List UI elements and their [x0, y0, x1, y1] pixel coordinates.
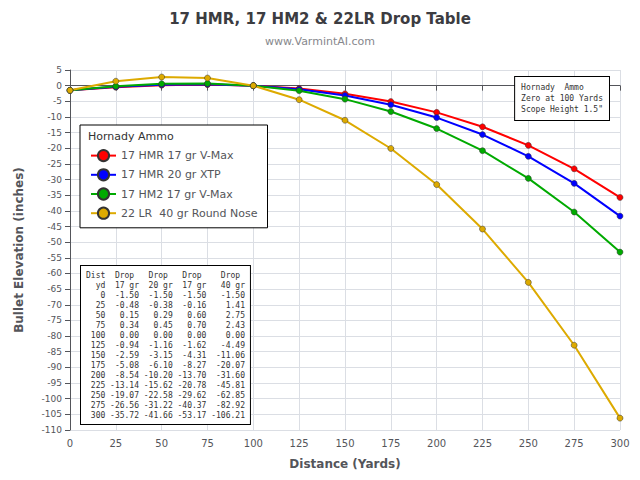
svg-text:-95: -95 — [47, 378, 62, 388]
svg-text:50: 50 — [155, 438, 168, 449]
svg-text:17 HMR 20 gr XTP: 17 HMR 20 gr XTP — [121, 168, 221, 181]
svg-text:Dist Drop Drop Drop Dr: Dist Drop Drop Drop Drop — [86, 271, 240, 280]
svg-text:250: 250 — [519, 438, 538, 449]
svg-text:17 HMR 17 gr V-Max: 17 HMR 17 gr V-Max — [121, 149, 234, 162]
svg-text:yd 17 gr 20 gr 17 gr 40 g: yd 17 gr 20 gr 17 gr 40 gr — [86, 281, 245, 290]
svg-text:-90: -90 — [47, 362, 62, 372]
svg-text:www.VarmintAI.com: www.VarmintAI.com — [265, 35, 375, 48]
svg-text:17 HM2 17 gr V-Max: 17 HM2 17 gr V-Max — [121, 188, 233, 201]
svg-text:-85: -85 — [47, 347, 62, 357]
svg-text:Hornady Ammo: Hornady Ammo — [521, 83, 584, 92]
svg-text:-30: -30 — [47, 175, 62, 185]
svg-text:-70: -70 — [47, 300, 62, 310]
svg-text:125: 125 — [290, 438, 309, 449]
svg-text:-65: -65 — [47, 284, 62, 294]
svg-text:-105: -105 — [42, 409, 62, 419]
svg-text:225: 225 — [473, 438, 492, 449]
svg-text:75: 75 — [201, 438, 214, 449]
svg-text:125 -0.94 -1.16 -1.62 -4.: 125 -0.94 -1.16 -1.62 -4.49 — [86, 341, 245, 350]
svg-text:275: 275 — [565, 438, 584, 449]
svg-text:Distance (Yards): Distance (Yards) — [289, 457, 400, 471]
svg-text:Bullet Elevation (inches): Bullet Elevation (inches) — [12, 167, 26, 333]
svg-text:22 LR 40 gr Round Nose: 22 LR 40 gr Round Nose — [121, 207, 258, 220]
svg-text:-110: -110 — [42, 425, 63, 435]
svg-text:50 0.15 0.29 0.60 2.7: 50 0.15 0.29 0.60 2.75 — [86, 311, 245, 320]
svg-text:150 -2.59 -3.15 -4.31 -11.: 150 -2.59 -3.15 -4.31 -11.06 — [86, 351, 245, 360]
svg-text:100 0.00 0.00 0.00 0.: 100 0.00 0.00 0.00 0.00 — [86, 331, 245, 340]
svg-text:-20: -20 — [47, 143, 62, 153]
svg-text:-40: -40 — [47, 206, 62, 216]
svg-text:-35: -35 — [47, 190, 62, 200]
svg-text:5: 5 — [56, 65, 62, 75]
svg-text:Hornady Ammo: Hornady Ammo — [88, 130, 174, 143]
svg-text:-45: -45 — [47, 222, 62, 232]
svg-text:-80: -80 — [47, 331, 62, 341]
svg-text:0: 0 — [56, 81, 62, 91]
svg-text:200: 200 — [427, 438, 446, 449]
svg-text:200 -8.54 -10.20 -13.70 -31.: 200 -8.54 -10.20 -13.70 -31.60 — [86, 371, 245, 380]
svg-text:175: 175 — [381, 438, 400, 449]
svg-text:Scope Height 1.5": Scope Height 1.5" — [521, 105, 603, 114]
svg-text:75 0.34 0.45 0.70 2.4: 75 0.34 0.45 0.70 2.43 — [86, 321, 245, 330]
svg-text:-15: -15 — [47, 128, 62, 138]
svg-text:300 -35.72 -41.66 -53.17 -106.: 300 -35.72 -41.66 -53.17 -106.21 — [86, 411, 245, 420]
svg-text:-5: -5 — [53, 96, 62, 106]
svg-text:0: 0 — [67, 438, 73, 449]
svg-text:250 -19.07 -22.58 -29.62 -62.: 250 -19.07 -22.58 -29.62 -62.85 — [86, 391, 245, 400]
svg-text:25: 25 — [109, 438, 122, 449]
svg-text:-75: -75 — [47, 315, 62, 325]
svg-text:17 HMR, 17 HM2 & 22LR Drop Tab: 17 HMR, 17 HM2 & 22LR Drop Table — [169, 10, 471, 28]
svg-text:150: 150 — [335, 438, 354, 449]
svg-text:-50: -50 — [47, 237, 62, 247]
svg-text:-25: -25 — [47, 159, 62, 169]
svg-text:-55: -55 — [47, 253, 62, 263]
svg-text:275 -26.56 -31.22 -40.37 -82.: 275 -26.56 -31.22 -40.37 -82.92 — [86, 401, 245, 410]
svg-text:Zero at 100 Yards: Zero at 100 Yards — [521, 94, 603, 103]
svg-text:-60: -60 — [47, 268, 62, 278]
svg-text:175 -5.08 -6.10 -8.27 -20.: 175 -5.08 -6.10 -8.27 -20.07 — [86, 361, 245, 370]
svg-text:300: 300 — [610, 438, 629, 449]
svg-text:-100: -100 — [42, 394, 63, 404]
svg-text:0 -1.50 -1.50 -1.50 -1.50: 0 -1.50 -1.50 -1.50 -1.50 — [86, 291, 245, 300]
svg-text:225 -13.14 -15.62 -20.78 -45.: 225 -13.14 -15.62 -20.78 -45.81 — [86, 381, 245, 390]
svg-text:-10: -10 — [47, 112, 62, 122]
svg-text:100: 100 — [244, 438, 263, 449]
svg-text:25 -0.48 -0.38 -0.16 1.4: 25 -0.48 -0.38 -0.16 1.41 — [86, 301, 245, 310]
